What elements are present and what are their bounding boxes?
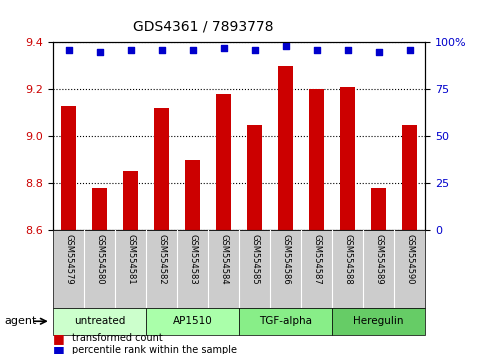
- Text: GSM554590: GSM554590: [405, 234, 414, 285]
- Point: [220, 45, 227, 51]
- Point: [127, 47, 134, 53]
- Point: [375, 49, 383, 55]
- Bar: [61, 106, 76, 230]
- Text: GSM554589: GSM554589: [374, 234, 383, 285]
- Bar: [340, 87, 355, 230]
- Point: [96, 49, 103, 55]
- Text: GSM554580: GSM554580: [95, 234, 104, 285]
- Point: [65, 47, 72, 53]
- Point: [189, 47, 197, 53]
- Bar: [371, 188, 386, 230]
- Text: untreated: untreated: [74, 316, 125, 326]
- Text: Heregulin: Heregulin: [353, 316, 404, 326]
- Text: GSM554581: GSM554581: [126, 234, 135, 285]
- Text: GSM554582: GSM554582: [157, 234, 166, 285]
- Point: [158, 47, 166, 53]
- Point: [282, 44, 289, 49]
- Bar: [278, 66, 293, 230]
- Bar: [123, 171, 138, 230]
- Bar: [185, 160, 200, 230]
- Text: GSM554583: GSM554583: [188, 234, 197, 285]
- Bar: [402, 125, 417, 230]
- Text: GDS4361 / 7893778: GDS4361 / 7893778: [133, 19, 273, 34]
- Text: percentile rank within the sample: percentile rank within the sample: [72, 346, 238, 354]
- Point: [251, 47, 258, 53]
- Point: [344, 47, 352, 53]
- Bar: [216, 94, 231, 230]
- Text: GSM554588: GSM554588: [343, 234, 352, 285]
- Text: agent: agent: [5, 316, 37, 326]
- Bar: [146, 308, 239, 335]
- Bar: [247, 125, 262, 230]
- Text: ■: ■: [53, 332, 65, 344]
- Bar: [92, 188, 107, 230]
- Bar: [53, 308, 146, 335]
- Bar: [332, 308, 425, 335]
- Text: GSM554585: GSM554585: [250, 234, 259, 285]
- Text: transformed count: transformed count: [72, 333, 163, 343]
- Text: AP1510: AP1510: [173, 316, 213, 326]
- Bar: [309, 90, 324, 230]
- Text: TGF-alpha: TGF-alpha: [259, 316, 312, 326]
- Text: ■: ■: [53, 344, 65, 354]
- Text: GSM554587: GSM554587: [312, 234, 321, 285]
- Bar: [154, 108, 170, 230]
- Text: GSM554584: GSM554584: [219, 234, 228, 285]
- Point: [313, 47, 320, 53]
- Point: [406, 47, 413, 53]
- Text: GSM554586: GSM554586: [281, 234, 290, 285]
- Bar: [239, 308, 332, 335]
- Text: GSM554579: GSM554579: [64, 234, 73, 285]
